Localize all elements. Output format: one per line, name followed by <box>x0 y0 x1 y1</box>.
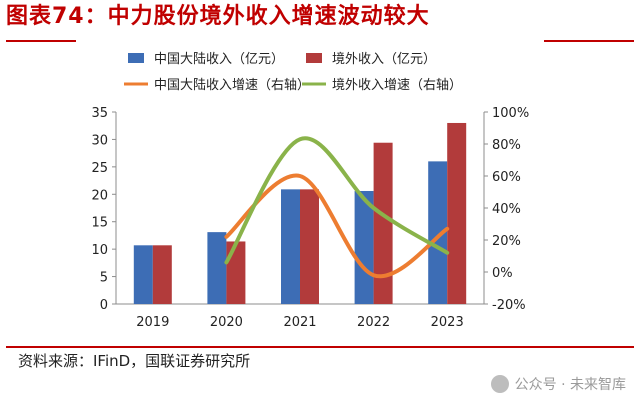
axes: 0 5 10 15 20 25 30 35 -20% 0% 20% 40% 60% 80% 100% 2019… <box>91 106 529 330</box>
x-tick-label: 2023 <box>431 315 464 330</box>
bar <box>354 190 374 304</box>
bar <box>447 122 467 304</box>
right-tick-label: 80% <box>492 138 521 153</box>
watermark: 公众号 · 未来智库 <box>490 374 626 394</box>
x-tick-label: 2021 <box>283 315 316 330</box>
bars <box>133 122 467 304</box>
right-tick-label: -20% <box>492 298 526 313</box>
left-tick-label: 15 <box>91 216 108 231</box>
bar <box>373 142 393 304</box>
wechat-icon <box>490 375 509 393</box>
right-tick-label: 100% <box>492 106 529 121</box>
chart: 中国大陆收入（亿元） 境外收入（亿元） 中国大陆收入增速（右轴） 境外收入增速（右轴）… <box>91 51 529 330</box>
legend-label: 境外收入增速（右轴） <box>332 78 462 93</box>
bottom-rule <box>6 346 634 348</box>
x-tick-label: 2020 <box>210 315 243 330</box>
watermark-text: 公众号 · 未来智库 <box>514 377 626 393</box>
bar <box>152 245 172 304</box>
legend-swatch <box>128 53 144 63</box>
legend-label: 中国大陆收入增速（右轴） <box>154 77 310 93</box>
lines <box>224 136 450 279</box>
series-line <box>224 136 450 265</box>
legend-label: 中国大陆收入（亿元） <box>154 51 284 67</box>
bar <box>133 245 153 304</box>
left-tick-label: 10 <box>91 243 108 258</box>
bar <box>300 189 319 304</box>
left-tick-label: 30 <box>91 133 108 148</box>
source-note: 资料来源：IFinD，国联证券研究所 <box>18 352 251 370</box>
right-tick-label: 20% <box>492 234 521 249</box>
right-tick-label: 60% <box>492 170 521 185</box>
left-tick-label: 25 <box>91 161 108 176</box>
x-tick-label: 2019 <box>136 315 169 330</box>
chart-title: 图表74：中力股份境外收入增速波动较大 <box>6 4 430 29</box>
legend-swatch <box>306 53 322 63</box>
legend: 中国大陆收入（亿元） 境外收入（亿元） 中国大陆收入增速（右轴） 境外收入增速（右轴） <box>124 51 462 93</box>
bar <box>428 161 448 304</box>
left-tick-label: 20 <box>91 188 108 203</box>
left-tick-label: 35 <box>91 106 108 121</box>
right-tick-label: 0% <box>492 266 513 281</box>
series-line <box>224 173 450 279</box>
legend-label: 境外收入（亿元） <box>332 52 436 67</box>
title-rule-left <box>6 40 76 42</box>
x-tick-label: 2022 <box>357 315 390 330</box>
title-rule-right <box>544 40 634 42</box>
right-tick-label: 40% <box>492 202 521 217</box>
left-tick-label: 5 <box>100 271 108 286</box>
bar <box>207 232 227 304</box>
bar <box>281 189 300 304</box>
bar <box>226 241 246 304</box>
left-tick-label: 0 <box>100 298 108 313</box>
